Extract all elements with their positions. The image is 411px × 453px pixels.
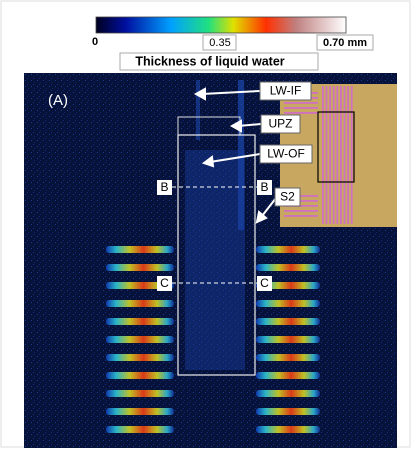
stripe [256, 318, 320, 325]
arrows [193, 87, 277, 224]
tick-box [316, 34, 374, 51]
inset-box [317, 111, 355, 183]
annotation: LW-OF [267, 147, 305, 161]
stripe [106, 426, 174, 433]
inset-channel [284, 112, 318, 114]
stripe [256, 336, 320, 343]
annotation-box [259, 144, 313, 164]
stripe [106, 246, 174, 253]
stripe [106, 336, 174, 343]
label-box [157, 276, 172, 291]
inset-channel [336, 86, 339, 224]
inset-channel [329, 86, 331, 224]
panel-label: (A) [48, 92, 68, 109]
stripe [256, 246, 320, 253]
inset-channel [350, 86, 353, 224]
tick-box [202, 34, 237, 51]
inset-channel [284, 205, 318, 207]
stripe [256, 264, 320, 271]
section-label: B [160, 180, 168, 194]
annotation: S2 [280, 190, 295, 204]
inset-channel [284, 107, 318, 109]
inset-channel [284, 215, 318, 217]
inset-channel [347, 86, 349, 224]
annotation-box [260, 114, 301, 134]
stripe [106, 372, 174, 379]
section-label: C [260, 276, 269, 290]
stripe [256, 372, 320, 379]
stripe [106, 390, 174, 397]
inset-channel [284, 200, 318, 202]
inset-channel [284, 102, 318, 104]
stripe [256, 300, 320, 307]
inset-channel [332, 86, 335, 224]
stripe [106, 300, 174, 307]
section-label: C [160, 276, 169, 290]
label-box [257, 180, 272, 195]
colorbar-tick: 0.70 mm [323, 37, 367, 49]
stripe [256, 408, 320, 415]
colorbar-title: Thickness of liquid water [135, 54, 284, 68]
channel [238, 80, 244, 230]
stripe [256, 354, 320, 361]
label-box [257, 276, 272, 291]
inset-channel [284, 210, 318, 212]
label-box [157, 180, 172, 195]
inset-channel [340, 86, 342, 224]
channel [196, 80, 200, 140]
region-outline [177, 134, 256, 376]
stripe [106, 264, 174, 271]
inset-channel [325, 86, 328, 224]
inset-channel [322, 86, 324, 224]
annotation-box [274, 187, 301, 207]
stripe [106, 354, 174, 361]
stripe [256, 426, 320, 433]
stripe [256, 390, 320, 397]
annotation: UPZ [269, 117, 293, 131]
annotation: LW-IF [270, 84, 302, 98]
stripe [106, 318, 174, 325]
colorbar [95, 16, 347, 34]
annotation-box [259, 81, 312, 101]
colorbar-tick: 0.35 [209, 37, 230, 49]
colorbar-tick: 0 [92, 36, 98, 48]
section-label: B [260, 180, 268, 194]
channel-region [185, 150, 245, 370]
inset-channel [343, 86, 346, 224]
title-box [119, 52, 319, 71]
stripe [106, 408, 174, 415]
inset-channel [284, 195, 318, 197]
